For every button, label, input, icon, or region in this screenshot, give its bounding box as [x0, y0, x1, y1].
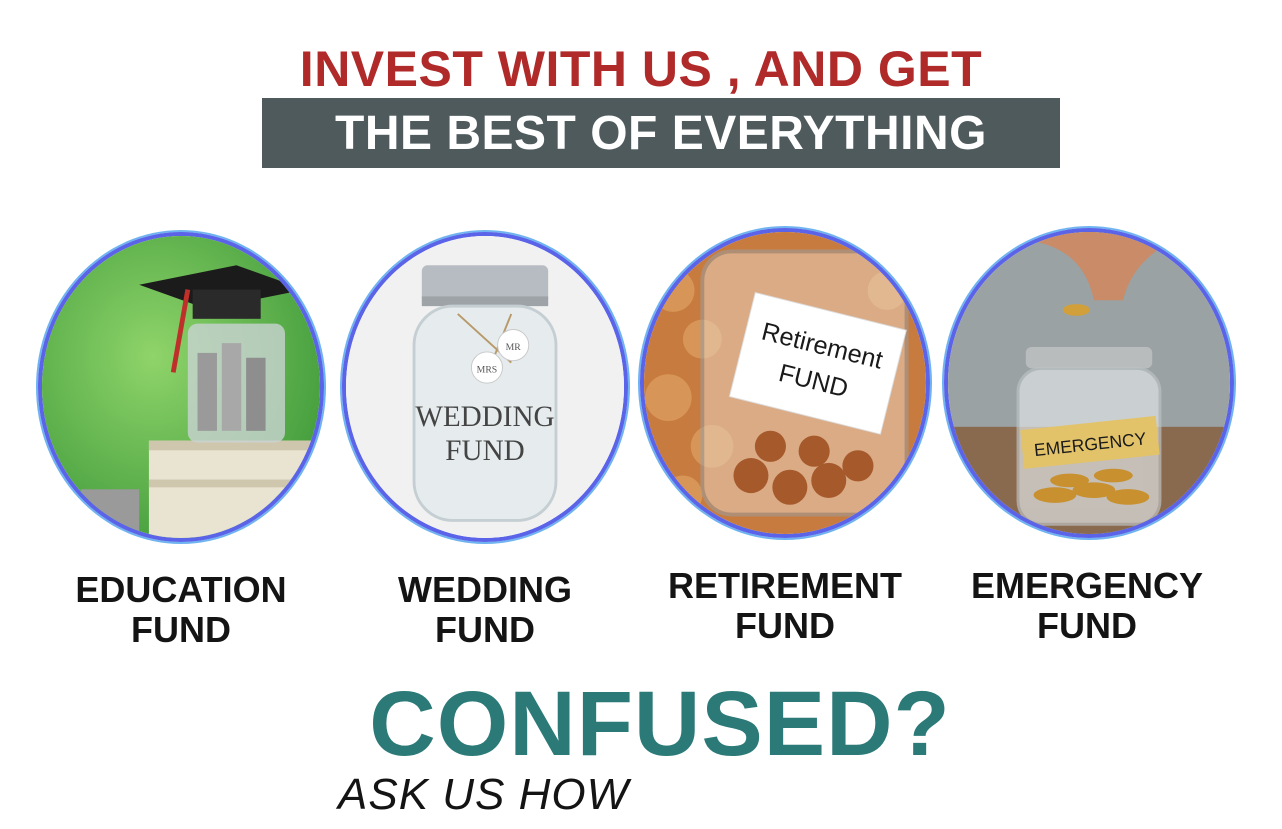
confused-heading: CONFUSED?: [369, 673, 951, 775]
headline-line2: THE BEST OF EVERYTHING: [335, 106, 987, 160]
wedding-label-line1: WEDDING: [398, 569, 572, 610]
retirement-fund-label: RETIREMENT FUND: [622, 566, 948, 646]
ask-us-how-text: ASK US HOW: [338, 770, 630, 819]
wedding-fund-image: MRS MR WEDDING FUND: [342, 232, 628, 542]
wedding-jar-text-1: WEDDING: [415, 401, 554, 433]
education-fund-image: [38, 232, 324, 542]
emergency-label-line2: FUND: [1037, 605, 1137, 646]
wedding-tag-left: MRS: [477, 364, 498, 375]
emergency-fund-image: EMERGENCY: [944, 228, 1234, 538]
headline-line1: INVEST WITH US , AND GET: [299, 41, 983, 97]
education-label-line1: EDUCATION: [75, 569, 287, 610]
retirement-label-line2: FUND: [735, 605, 835, 646]
wedding-tag-right: MR: [506, 342, 522, 353]
emergency-label-line1: EMERGENCY: [970, 565, 1204, 606]
wedding-label-line2: FUND: [435, 609, 535, 650]
retirement-fund-image: Retirement FUND: [640, 228, 930, 538]
education-fund-label: EDUCATION FUND: [28, 570, 334, 650]
education-label-line2: FUND: [131, 609, 231, 650]
retirement-label-line1: RETIREMENT: [668, 565, 902, 606]
wedding-fund-label: WEDDING FUND: [332, 570, 638, 650]
emergency-fund-label: EMERGENCY FUND: [934, 566, 1240, 646]
headline-banner: THE BEST OF EVERYTHING: [262, 98, 1060, 168]
wedding-jar-text-2: FUND: [445, 435, 524, 467]
